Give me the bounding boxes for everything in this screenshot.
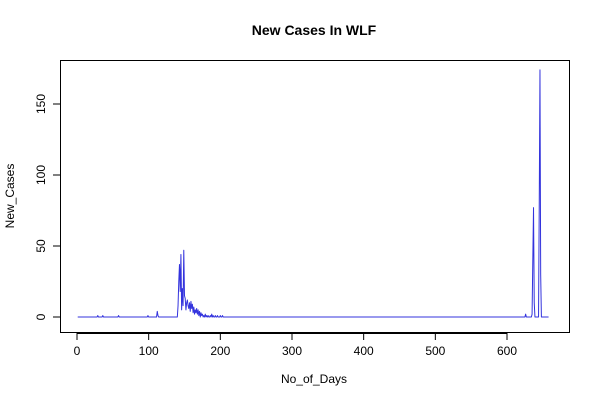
x-tick-label: 0 <box>74 344 81 358</box>
x-tick-label: 300 <box>282 344 302 358</box>
x-axis-label: No_of_Days <box>281 372 347 386</box>
x-axis: 0 100 200 300 400 500 600 <box>74 333 517 358</box>
x-tick-label: 500 <box>425 344 445 358</box>
x-tick-label: 100 <box>139 344 159 358</box>
plot-frame <box>60 60 570 333</box>
y-tick-label: 150 <box>34 94 48 114</box>
y-tick-label: 50 <box>34 239 48 253</box>
y-axis-label: New_Cases <box>3 164 17 229</box>
y-tick-label: 100 <box>34 165 48 185</box>
y-axis: 0 50 100 150 <box>34 94 61 320</box>
series-line-0 <box>77 69 549 318</box>
x-tick-label: 200 <box>210 344 230 358</box>
series-layer <box>77 69 549 318</box>
y-tick-label: 0 <box>34 313 48 320</box>
x-tick-label: 400 <box>354 344 374 358</box>
chart-title: New Cases In WLF <box>252 22 377 38</box>
x-tick-label: 600 <box>497 344 517 358</box>
